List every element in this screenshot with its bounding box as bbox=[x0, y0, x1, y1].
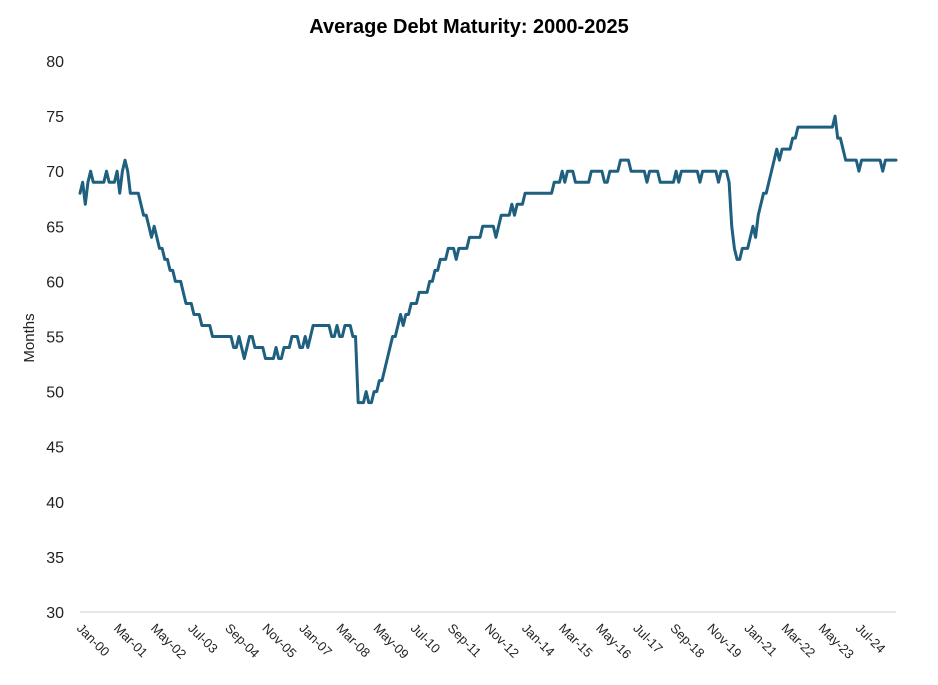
x-tick-label: Mar-15 bbox=[556, 621, 596, 661]
y-axis: 30 35 40 45 50 55 60 65 70 75 80 bbox=[46, 54, 64, 622]
x-tick-label: Nov-05 bbox=[259, 621, 299, 661]
y-tick-label: 80 bbox=[46, 54, 64, 71]
x-tick-label: Jan-00 bbox=[74, 621, 113, 660]
y-axis-label: Months bbox=[21, 313, 38, 362]
x-tick-label: Mar-01 bbox=[111, 621, 151, 661]
y-tick-label: 35 bbox=[46, 550, 64, 567]
x-tick-label: May-23 bbox=[816, 621, 857, 662]
y-tick-label: 50 bbox=[46, 385, 64, 402]
x-tick-label: Nov-19 bbox=[704, 621, 744, 661]
x-tick-label: Mar-08 bbox=[334, 621, 374, 661]
series-line-average-debt-maturity bbox=[78, 114, 898, 405]
x-tick-label: May-09 bbox=[371, 621, 412, 662]
x-tick-label: Mar-22 bbox=[779, 621, 819, 661]
x-tick-label: May-16 bbox=[593, 621, 634, 662]
x-tick-label: Jul-24 bbox=[853, 621, 889, 657]
y-tick-label: 60 bbox=[46, 274, 64, 291]
x-tick-label: Jan-07 bbox=[296, 621, 335, 660]
x-tick-label: Jul-03 bbox=[185, 621, 221, 657]
y-tick-label: 40 bbox=[46, 495, 64, 512]
x-tick-label: May-02 bbox=[148, 621, 189, 662]
x-tick-label: Nov-12 bbox=[482, 621, 522, 661]
y-tick-label: 65 bbox=[46, 219, 64, 236]
y-tick-label: 70 bbox=[46, 164, 64, 181]
y-tick-label: 55 bbox=[46, 330, 64, 347]
x-tick-label: Jul-17 bbox=[630, 621, 666, 657]
x-tick-label: Sep-11 bbox=[445, 621, 485, 661]
x-tick-label: Jul-10 bbox=[408, 621, 444, 657]
y-tick-label: 75 bbox=[46, 109, 64, 126]
x-tick-label: Sep-18 bbox=[667, 621, 707, 661]
x-tick-label: Jan-21 bbox=[742, 621, 781, 660]
y-tick-label: 30 bbox=[46, 605, 64, 622]
chart-title: Average Debt Maturity: 2000-2025 bbox=[309, 16, 628, 38]
x-tick-label: Jan-14 bbox=[519, 621, 558, 660]
x-tick-label: Sep-04 bbox=[222, 621, 262, 661]
y-tick-label: 45 bbox=[46, 440, 64, 457]
